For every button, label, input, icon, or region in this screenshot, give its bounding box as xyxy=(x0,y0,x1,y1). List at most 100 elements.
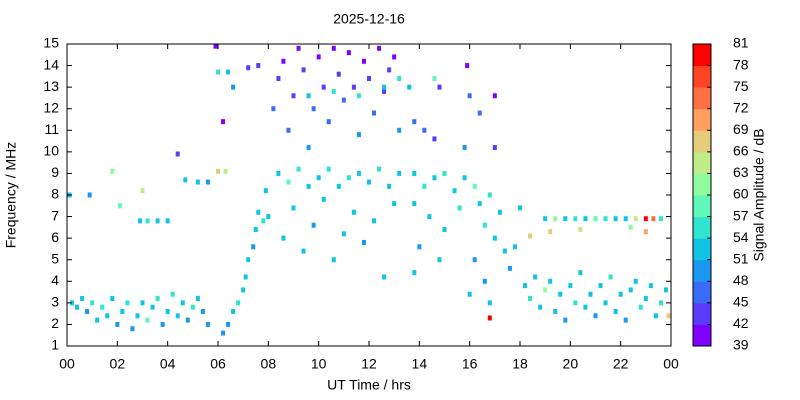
data-point xyxy=(628,224,633,230)
data-point xyxy=(432,175,437,181)
data-point xyxy=(608,274,613,280)
data-point xyxy=(195,179,200,185)
data-point xyxy=(266,214,271,220)
data-point xyxy=(432,136,437,142)
data-point xyxy=(462,175,467,181)
data-point xyxy=(165,308,170,314)
colorbar-tick-label: 57 xyxy=(733,207,749,223)
y-axis-label: Frequency / MHz xyxy=(3,142,19,249)
x-tick-label: 00 xyxy=(663,356,679,372)
data-point xyxy=(243,274,248,280)
data-point xyxy=(306,145,311,151)
data-point xyxy=(301,248,306,254)
data-point xyxy=(593,216,598,222)
data-point xyxy=(175,151,180,157)
data-point xyxy=(372,110,377,116)
data-point xyxy=(110,296,115,302)
colorbar-tick-label: 72 xyxy=(733,99,749,115)
data-point xyxy=(70,300,75,306)
data-point xyxy=(487,315,492,321)
data-point xyxy=(261,218,266,224)
y-tick-label: 6 xyxy=(51,229,59,245)
y-tick-label: 11 xyxy=(44,121,59,137)
data-point xyxy=(117,203,122,209)
data-point xyxy=(351,209,356,215)
data-point xyxy=(145,218,150,224)
data-point xyxy=(90,300,95,306)
data-point xyxy=(628,287,633,293)
data-point xyxy=(548,229,553,235)
data-point xyxy=(457,205,462,211)
data-point xyxy=(306,183,311,189)
data-point xyxy=(437,84,442,90)
data-point xyxy=(563,216,568,222)
data-point xyxy=(412,201,417,207)
data-point xyxy=(291,205,296,211)
data-point xyxy=(553,308,558,314)
data-point xyxy=(246,257,251,263)
data-point xyxy=(326,166,331,172)
colorbar-band xyxy=(693,195,711,218)
data-point xyxy=(140,188,145,194)
colorbar-band xyxy=(693,324,711,347)
data-point xyxy=(573,216,578,222)
data-point xyxy=(613,216,618,222)
data-point xyxy=(155,296,160,302)
colorbar-tick-label: 45 xyxy=(733,294,749,310)
x-axis-label: UT Time / hrs xyxy=(327,377,411,393)
data-point xyxy=(563,317,568,323)
data-point xyxy=(658,300,663,306)
data-point xyxy=(281,235,286,241)
data-point xyxy=(407,84,412,90)
data-point xyxy=(377,45,382,51)
data-point xyxy=(231,84,236,90)
data-point xyxy=(382,84,387,90)
colorbar-band xyxy=(693,151,711,174)
colorbar-tick-label: 39 xyxy=(733,337,749,353)
data-point xyxy=(543,287,548,293)
data-point xyxy=(87,192,92,198)
data-point xyxy=(316,175,321,181)
data-point xyxy=(85,308,90,314)
data-point xyxy=(643,216,648,222)
colorbar-band xyxy=(693,259,711,282)
data-point xyxy=(397,127,402,133)
x-tick-label: 22 xyxy=(613,356,629,372)
data-point xyxy=(643,296,648,302)
data-point xyxy=(120,308,125,314)
data-point xyxy=(477,201,482,207)
data-point xyxy=(651,216,656,222)
data-point xyxy=(487,300,492,306)
data-point xyxy=(548,278,553,284)
data-point xyxy=(256,63,261,69)
data-point xyxy=(296,45,301,51)
data-point xyxy=(336,183,341,189)
data-point xyxy=(492,145,497,151)
data-point xyxy=(462,145,467,151)
data-point xyxy=(638,304,643,310)
data-point xyxy=(331,88,336,94)
y-tick-label: 12 xyxy=(43,99,59,115)
data-point xyxy=(185,317,190,323)
colorbar-band xyxy=(693,173,711,196)
data-point xyxy=(361,58,366,64)
data-point xyxy=(663,287,668,293)
data-point xyxy=(653,313,658,319)
data-point xyxy=(658,216,663,222)
data-point xyxy=(472,183,477,189)
data-point xyxy=(518,205,522,211)
data-point xyxy=(382,88,387,94)
x-tick-label: 12 xyxy=(361,356,377,372)
data-point xyxy=(666,313,671,319)
data-point xyxy=(145,317,150,323)
data-point xyxy=(326,119,331,125)
data-point xyxy=(598,283,603,289)
data-point xyxy=(482,222,487,228)
colorbar-band xyxy=(693,130,711,153)
data-point xyxy=(125,300,130,306)
x-tick-label: 10 xyxy=(311,356,327,372)
colorbar-band xyxy=(693,65,711,88)
data-point xyxy=(387,67,392,73)
data-point xyxy=(528,296,533,302)
colorbar-label: Signal Amplitude / dB xyxy=(751,128,767,261)
